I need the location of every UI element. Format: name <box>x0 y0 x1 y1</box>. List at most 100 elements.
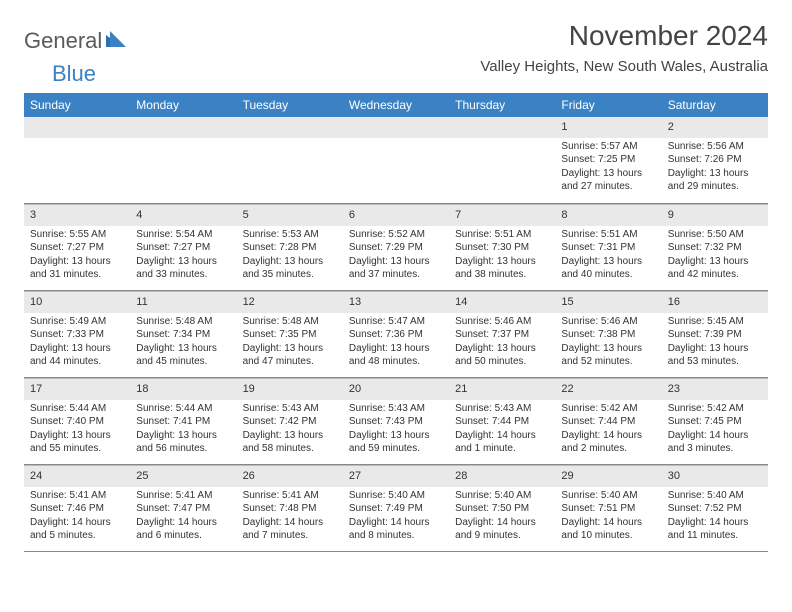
daylight-text: Daylight: 14 hours <box>668 429 762 443</box>
daylight-text: and 8 minutes. <box>349 529 443 543</box>
daylight-text: Daylight: 13 hours <box>668 342 762 356</box>
day-content: Sunrise: 5:41 AMSunset: 7:46 PMDaylight:… <box>24 487 130 549</box>
sunset-text: Sunset: 7:38 PM <box>561 328 655 342</box>
daylight-text: Daylight: 13 hours <box>30 255 124 269</box>
daylight-text: Daylight: 13 hours <box>136 255 230 269</box>
sunset-text: Sunset: 7:36 PM <box>349 328 443 342</box>
day-number: 9 <box>662 204 768 226</box>
day-cell: 25Sunrise: 5:41 AMSunset: 7:47 PMDayligh… <box>130 465 236 551</box>
day-number: 18 <box>130 378 236 400</box>
day-content: Sunrise: 5:56 AMSunset: 7:26 PMDaylight:… <box>662 138 768 200</box>
daylight-text: and 31 minutes. <box>30 268 124 282</box>
day-cell: 7Sunrise: 5:51 AMSunset: 7:30 PMDaylight… <box>449 204 555 290</box>
daylight-text: Daylight: 14 hours <box>455 429 549 443</box>
daylight-text: and 3 minutes. <box>668 442 762 456</box>
sunset-text: Sunset: 7:39 PM <box>668 328 762 342</box>
sunset-text: Sunset: 7:26 PM <box>668 153 762 167</box>
week-row: 3Sunrise: 5:55 AMSunset: 7:27 PMDaylight… <box>24 204 768 291</box>
day-cell: 21Sunrise: 5:43 AMSunset: 7:44 PMDayligh… <box>449 378 555 464</box>
day-cell: 26Sunrise: 5:41 AMSunset: 7:48 PMDayligh… <box>237 465 343 551</box>
logo-text-blue: Blue <box>52 61 96 87</box>
day-number-empty <box>237 117 343 138</box>
daylight-text: Daylight: 13 hours <box>349 429 443 443</box>
day-number: 11 <box>130 291 236 313</box>
sunset-text: Sunset: 7:25 PM <box>561 153 655 167</box>
month-title: November 2024 <box>480 20 768 52</box>
day-content: Sunrise: 5:41 AMSunset: 7:47 PMDaylight:… <box>130 487 236 549</box>
daylight-text: and 40 minutes. <box>561 268 655 282</box>
daylight-text: Daylight: 14 hours <box>561 516 655 530</box>
daylight-text: and 1 minute. <box>455 442 549 456</box>
sunset-text: Sunset: 7:44 PM <box>455 415 549 429</box>
day-content: Sunrise: 5:51 AMSunset: 7:31 PMDaylight:… <box>555 226 661 288</box>
sunrise-text: Sunrise: 5:40 AM <box>349 489 443 503</box>
day-content: Sunrise: 5:44 AMSunset: 7:41 PMDaylight:… <box>130 400 236 462</box>
sunset-text: Sunset: 7:45 PM <box>668 415 762 429</box>
day-cell: 16Sunrise: 5:45 AMSunset: 7:39 PMDayligh… <box>662 291 768 377</box>
sunset-text: Sunset: 7:27 PM <box>136 241 230 255</box>
daylight-text: and 11 minutes. <box>668 529 762 543</box>
day-content: Sunrise: 5:40 AMSunset: 7:50 PMDaylight:… <box>449 487 555 549</box>
day-content: Sunrise: 5:43 AMSunset: 7:44 PMDaylight:… <box>449 400 555 462</box>
sunrise-text: Sunrise: 5:42 AM <box>561 402 655 416</box>
day-cell: 19Sunrise: 5:43 AMSunset: 7:42 PMDayligh… <box>237 378 343 464</box>
day-cell <box>24 117 130 203</box>
day-content: Sunrise: 5:51 AMSunset: 7:30 PMDaylight:… <box>449 226 555 288</box>
daylight-text: and 56 minutes. <box>136 442 230 456</box>
daylight-text: and 52 minutes. <box>561 355 655 369</box>
sunset-text: Sunset: 7:28 PM <box>243 241 337 255</box>
day-cell: 10Sunrise: 5:49 AMSunset: 7:33 PMDayligh… <box>24 291 130 377</box>
day-cell: 23Sunrise: 5:42 AMSunset: 7:45 PMDayligh… <box>662 378 768 464</box>
day-cell: 1Sunrise: 5:57 AMSunset: 7:25 PMDaylight… <box>555 117 661 203</box>
day-number: 2 <box>662 117 768 138</box>
daylight-text: and 55 minutes. <box>30 442 124 456</box>
daylight-text: Daylight: 14 hours <box>349 516 443 530</box>
daylight-text: Daylight: 13 hours <box>561 255 655 269</box>
day-content: Sunrise: 5:40 AMSunset: 7:52 PMDaylight:… <box>662 487 768 549</box>
day-cell <box>237 117 343 203</box>
day-content: Sunrise: 5:52 AMSunset: 7:29 PMDaylight:… <box>343 226 449 288</box>
sunset-text: Sunset: 7:51 PM <box>561 502 655 516</box>
day-number: 7 <box>449 204 555 226</box>
sunset-text: Sunset: 7:34 PM <box>136 328 230 342</box>
weekday-tue: Tuesday <box>237 93 343 117</box>
sunset-text: Sunset: 7:27 PM <box>30 241 124 255</box>
day-number: 15 <box>555 291 661 313</box>
day-number: 6 <box>343 204 449 226</box>
week-row: 24Sunrise: 5:41 AMSunset: 7:46 PMDayligh… <box>24 465 768 552</box>
location-text: Valley Heights, New South Wales, Austral… <box>480 58 768 75</box>
day-content: Sunrise: 5:48 AMSunset: 7:35 PMDaylight:… <box>237 313 343 375</box>
sunrise-text: Sunrise: 5:56 AM <box>668 140 762 154</box>
daylight-text: and 35 minutes. <box>243 268 337 282</box>
daylight-text: and 5 minutes. <box>30 529 124 543</box>
day-number: 23 <box>662 378 768 400</box>
day-cell <box>130 117 236 203</box>
day-number: 21 <box>449 378 555 400</box>
sunrise-text: Sunrise: 5:51 AM <box>455 228 549 242</box>
weekday-sat: Saturday <box>662 93 768 117</box>
day-cell: 6Sunrise: 5:52 AMSunset: 7:29 PMDaylight… <box>343 204 449 290</box>
sunrise-text: Sunrise: 5:53 AM <box>243 228 337 242</box>
week-row: 1Sunrise: 5:57 AMSunset: 7:25 PMDaylight… <box>24 117 768 204</box>
weekday-wed: Wednesday <box>343 93 449 117</box>
sunrise-text: Sunrise: 5:41 AM <box>30 489 124 503</box>
daylight-text: and 50 minutes. <box>455 355 549 369</box>
sunset-text: Sunset: 7:47 PM <box>136 502 230 516</box>
sunrise-text: Sunrise: 5:46 AM <box>561 315 655 329</box>
daylight-text: Daylight: 14 hours <box>455 516 549 530</box>
day-number: 12 <box>237 291 343 313</box>
sunset-text: Sunset: 7:30 PM <box>455 241 549 255</box>
day-content: Sunrise: 5:50 AMSunset: 7:32 PMDaylight:… <box>662 226 768 288</box>
sunrise-text: Sunrise: 5:42 AM <box>668 402 762 416</box>
logo: General <box>24 28 130 54</box>
day-cell: 9Sunrise: 5:50 AMSunset: 7:32 PMDaylight… <box>662 204 768 290</box>
day-cell: 29Sunrise: 5:40 AMSunset: 7:51 PMDayligh… <box>555 465 661 551</box>
daylight-text: Daylight: 14 hours <box>30 516 124 530</box>
weekday-sun: Sunday <box>24 93 130 117</box>
sunrise-text: Sunrise: 5:40 AM <box>561 489 655 503</box>
day-cell: 30Sunrise: 5:40 AMSunset: 7:52 PMDayligh… <box>662 465 768 551</box>
daylight-text: and 10 minutes. <box>561 529 655 543</box>
day-content: Sunrise: 5:42 AMSunset: 7:45 PMDaylight:… <box>662 400 768 462</box>
day-number-empty <box>130 117 236 138</box>
day-number: 8 <box>555 204 661 226</box>
